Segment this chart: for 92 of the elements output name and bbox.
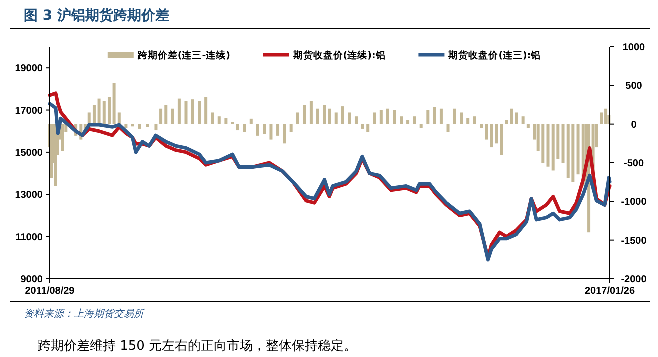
legend-label: 期货收盘价(连三):铝	[448, 49, 542, 62]
bar	[485, 124, 488, 140]
bar	[453, 108, 456, 124]
bar	[466, 118, 470, 124]
bar	[243, 124, 246, 132]
bar	[236, 124, 240, 131]
bar	[102, 101, 106, 124]
bar	[500, 124, 504, 156]
y-tick-label: 17000	[15, 106, 44, 117]
y2-tick-label: -2000	[621, 274, 648, 286]
bar	[562, 124, 565, 163]
bar	[310, 101, 313, 124]
bar	[98, 98, 101, 124]
bar	[198, 101, 202, 124]
bar	[92, 105, 96, 124]
bar	[108, 97, 111, 124]
bar	[433, 107, 436, 124]
bar	[420, 124, 423, 128]
bar	[473, 116, 476, 124]
bar	[256, 124, 260, 136]
bar	[341, 106, 344, 124]
y2-tick-label: 0	[631, 120, 638, 131]
bar	[191, 100, 194, 124]
bar	[184, 101, 188, 124]
bar	[146, 124, 150, 128]
bar	[510, 108, 514, 124]
bar	[88, 112, 91, 124]
bar	[604, 108, 608, 124]
y-tick-label: 13000	[15, 190, 44, 202]
legend-label: 跨期价差(连三-连续)	[136, 49, 231, 62]
y2-tick-label: -500	[624, 158, 644, 170]
x-tick-label: 2017/01/26	[584, 286, 636, 297]
bar	[490, 124, 494, 148]
y-tick-label: 15000	[15, 148, 44, 159]
bar	[118, 112, 121, 124]
bar	[224, 118, 228, 124]
bar	[600, 112, 604, 124]
text: 跨期价差维持 150 元左右的正向市场，整体保持稳定。	[38, 339, 358, 354]
bar	[296, 112, 300, 124]
bar	[270, 124, 273, 140]
bar	[276, 124, 280, 136]
bar	[406, 120, 410, 124]
bar	[446, 124, 450, 132]
y2-tick-label: -1500	[621, 236, 648, 247]
bar	[515, 112, 518, 124]
bar	[171, 108, 174, 124]
bar	[348, 112, 352, 124]
bar	[250, 118, 253, 124]
y2-tick-label: 1000	[622, 42, 646, 54]
y2-tick-label: -1000	[621, 197, 648, 208]
bar	[164, 105, 168, 124]
bar	[426, 110, 430, 124]
bar	[393, 110, 396, 124]
bar	[480, 124, 484, 128]
bar	[112, 83, 116, 124]
bar	[290, 124, 293, 132]
y-tick-label: 19000	[15, 64, 44, 75]
bar	[440, 108, 443, 124]
bar	[546, 124, 550, 167]
bar	[380, 110, 383, 124]
bar	[413, 116, 416, 124]
bar	[505, 120, 508, 124]
chart-title: 图 3 沪铝期货跨期价差	[24, 7, 170, 24]
bar	[362, 124, 364, 129]
bar	[576, 124, 580, 175]
y2-tick-label: 500	[626, 81, 643, 92]
bar	[334, 112, 338, 124]
legend-label: 期货收盘价(连续):铝	[292, 49, 386, 62]
y-tick-label: 11000	[16, 232, 44, 244]
bar	[366, 124, 370, 132]
bar	[354, 116, 358, 124]
y-tick-label: 9000	[20, 274, 44, 286]
bar	[218, 116, 221, 124]
bar	[160, 108, 163, 124]
bar	[316, 108, 320, 124]
bar	[373, 112, 376, 124]
bar	[204, 97, 208, 124]
bar	[495, 124, 498, 144]
text: 资料来源：上海期货交易所	[24, 308, 146, 320]
bar	[211, 112, 214, 124]
bar	[526, 124, 530, 128]
bar	[154, 124, 158, 131]
x-tick-label: 2011/08/29	[25, 286, 76, 297]
bar	[178, 98, 181, 124]
bar	[263, 124, 266, 134]
bar	[400, 116, 404, 124]
bar	[138, 124, 142, 129]
bar	[386, 108, 390, 124]
bar	[283, 124, 286, 144]
bar	[522, 116, 525, 124]
bar	[460, 112, 464, 124]
bar	[303, 105, 306, 124]
